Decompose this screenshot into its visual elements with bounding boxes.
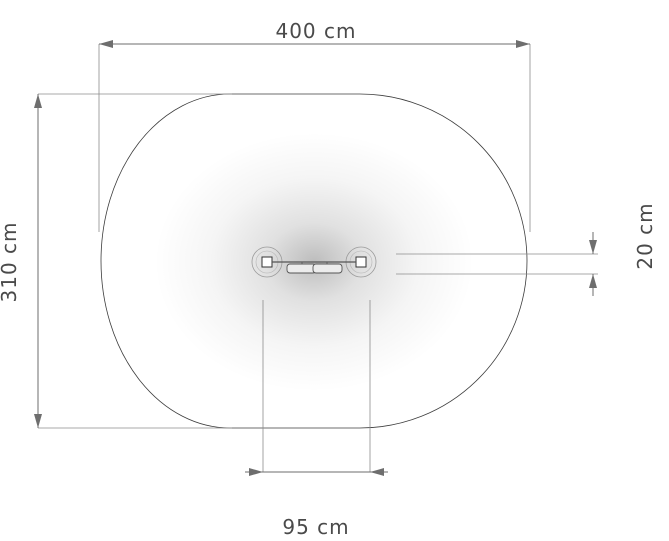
safety-zone-outline — [100, 93, 528, 429]
depth-arrow-top — [34, 94, 42, 108]
seat-label: 20 cm — [633, 202, 657, 269]
equipment-top-view — [251, 246, 377, 278]
width-arrow-left — [99, 40, 113, 48]
seat-left — [286, 263, 317, 274]
right-post — [355, 256, 367, 268]
seat-right — [312, 263, 343, 274]
spacing-arrow-right — [370, 468, 384, 476]
spacing-arrow-left — [249, 468, 263, 476]
depth-label: 310 cm — [0, 221, 21, 302]
depth-arrow-bottom — [34, 414, 42, 428]
left-post — [261, 256, 273, 268]
width-arrow-right — [516, 40, 530, 48]
seat-arrow-top — [589, 240, 597, 254]
seat-arrow-bottom — [589, 274, 597, 288]
width-label: 400 cm — [275, 19, 356, 43]
spacing-label: 95 cm — [282, 515, 349, 539]
